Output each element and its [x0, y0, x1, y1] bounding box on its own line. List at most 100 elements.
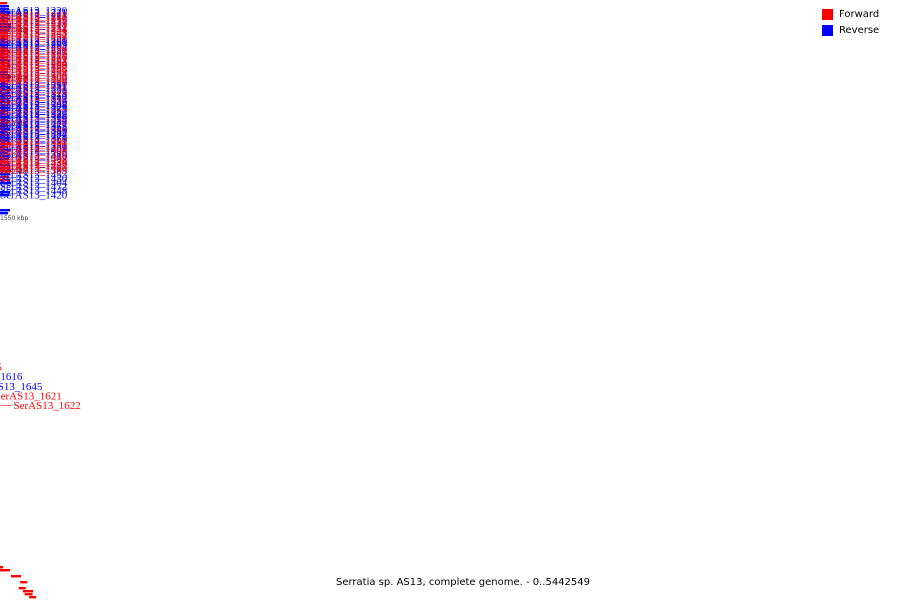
forward-feature: [0, 38, 8, 41]
forward-feature: [0, 20, 8, 23]
reverse-feature: [0, 152, 8, 155]
reverse-feature: [0, 173, 10, 176]
forward-feature: [20, 581, 28, 584]
gene-label: SerAS13_1331: [0, 83, 67, 95]
gene-label: SerAS13_1622: [14, 400, 81, 412]
gene-label: SerAS13_1274: [0, 56, 68, 68]
gene-label: SerAS13_1260: [0, 37, 68, 49]
reverse-swatch: [822, 24, 833, 36]
gene-label: SerAS13_1410: [0, 163, 68, 175]
gene-label: SerAS13_1271: [0, 46, 67, 58]
reverse-feature: [0, 158, 9, 161]
forward-feature: [0, 101, 10, 104]
reverse-feature: [0, 5, 9, 8]
reverse-feature: [0, 137, 9, 140]
reverse-feature: [0, 17, 8, 20]
gene-label: SerAS13_1383: [0, 165, 68, 177]
reverse-feature: [0, 29, 9, 32]
reverse-feature: [0, 71, 8, 74]
gene-label: SerAS13_1257: [0, 31, 68, 43]
gene-label: SerAS13_1453: [0, 169, 68, 181]
gene-label: SerAS13_1294: [0, 68, 68, 80]
gene-label: SerAS13_1377: [0, 119, 68, 131]
gene-label: SerAS13_1298: [0, 68, 68, 80]
forward-feature: [0, 179, 10, 182]
reverse-feature: [0, 26, 11, 29]
gene-label: SerAS13_1261: [0, 35, 67, 47]
reverse-feature: [0, 191, 10, 194]
gene-label: SerAS13_1233: [0, 15, 68, 27]
forward-feature: [0, 143, 11, 146]
gene-label: SerAS13_1252: [0, 29, 67, 41]
kbp-tick-label: 1350 kbp: [0, 27, 28, 34]
gene-label: SerAS13_1416: [0, 151, 68, 163]
forward-feature: [0, 167, 10, 170]
gene-label: SerAS13_1398: [0, 146, 68, 158]
gene-label: SerAS13_1404: [0, 177, 68, 189]
gene-label: SerAS13_1645: [0, 381, 43, 393]
forward-feature: [0, 14, 9, 17]
reverse-feature: [0, 74, 10, 77]
forward-feature: [0, 41, 8, 44]
forward-feature: [0, 569, 10, 572]
gene-label: SerAS13_1390: [0, 148, 68, 160]
gene-label: SerAS13_1290: [0, 61, 68, 73]
gene-label: SerAS13_1345: [0, 124, 68, 136]
forward-feature: [0, 2, 7, 5]
gene-label: SerAS13_1272: [0, 49, 67, 61]
gene-label: SerAS13_1397: [0, 136, 68, 148]
legend-reverse-label: Reverse: [839, 24, 880, 36]
reverse-feature: [0, 140, 9, 143]
reverse-feature: [0, 44, 8, 47]
legend-reverse: Reverse: [822, 22, 892, 38]
gene-label: SerAS13_1293: [0, 84, 68, 96]
gene-labels: SerAS13_1211SerAS13_1217SerAS13_1219SerA…: [0, 5, 81, 412]
gene-label: SerAS13_1408: [0, 145, 68, 157]
gene-label: SerAS13_1311: [0, 80, 67, 92]
forward-feature: [24, 593, 33, 596]
gene-label: SerAS13_1368: [0, 112, 68, 124]
reverse-feature: [0, 59, 10, 62]
gene-label: SerAS13_1420: [0, 189, 68, 201]
gene-label: SerAS13_1621: [0, 391, 62, 403]
gene-label: SerAS13_1219: [0, 15, 68, 27]
gene-label: SerAS13_1245: [0, 27, 68, 39]
reverse-feature: [0, 128, 10, 131]
gene-label: SerAS13_1379: [0, 141, 68, 153]
reverse-feature: [0, 155, 9, 158]
forward-feature: [0, 47, 8, 50]
forward-feature: [0, 104, 7, 107]
reverse-feature: [0, 209, 10, 212]
forward-feature: [0, 134, 9, 137]
gene-label: SerAS13_1276: [0, 52, 68, 64]
forward-feature: [0, 89, 11, 92]
gene-label: SerAS13_1307: [0, 73, 68, 85]
gene-label: SerAS13_1367: [0, 153, 68, 165]
gene-label: SerAS13_1325: [0, 87, 68, 99]
strand-legend: Forward Reverse: [822, 6, 892, 38]
forward-feature: [0, 161, 9, 164]
gene-label: SerAS13_1389: [0, 138, 68, 150]
gene-label: SerAS13_1223: [0, 10, 68, 22]
gene-label: SerAS13_1361: [0, 137, 67, 149]
reverse-feature: [0, 149, 11, 152]
gene-label: SerAS13_1281: [0, 54, 67, 66]
reverse-feature: [0, 95, 11, 98]
feature-track: [0, 2, 37, 599]
reverse-feature: [0, 86, 10, 89]
gene-label: SerAS13_1241: [0, 20, 67, 32]
gene-label: SerAS13_1327: [0, 108, 68, 120]
gene-label: SerAS13_1220: [0, 5, 68, 17]
gene-label: SerAS13_1396: [0, 155, 68, 167]
gene-label: SerAS13_1378: [0, 131, 68, 143]
forward-feature: [0, 566, 3, 569]
gene-label: SerAS13_1342: [0, 92, 67, 104]
gene-label: SerAS13_1334: [0, 129, 68, 141]
legend-forward: Forward: [822, 6, 892, 22]
gene-label: SerAS13_1375: [0, 120, 68, 132]
forward-feature: [0, 125, 8, 128]
gene-label: SerAS13_1270: [0, 44, 68, 56]
gene-label: SerAS13_1351: [0, 141, 67, 153]
gene-label: SerAS13_1347: [0, 107, 68, 119]
